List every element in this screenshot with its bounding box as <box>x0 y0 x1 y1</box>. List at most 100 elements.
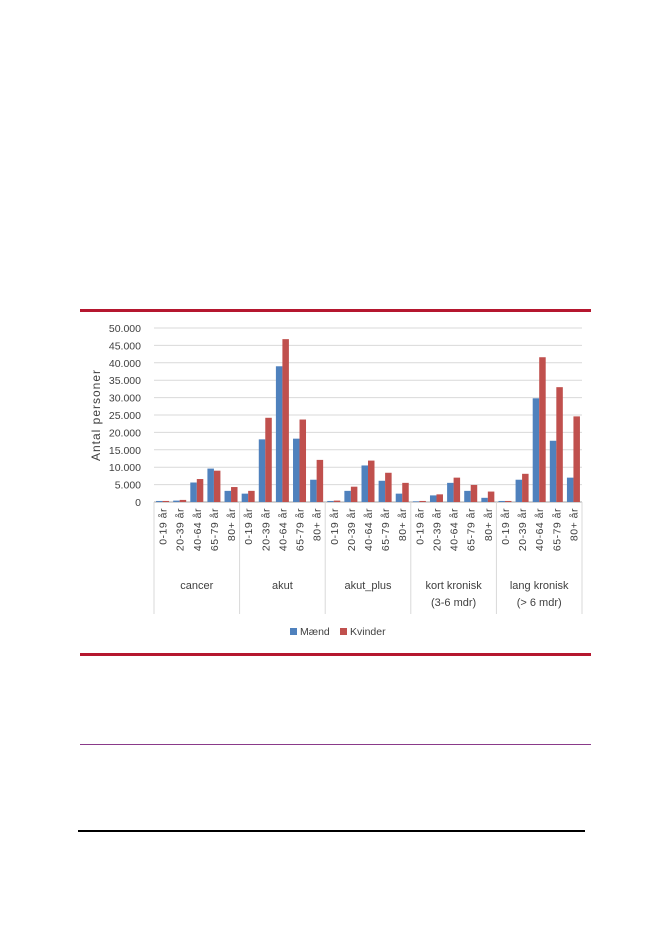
bar-maend <box>566 477 574 502</box>
group-label: cancer <box>180 580 213 592</box>
x-tick-label: 40-64 år <box>534 508 546 551</box>
legend-label: Kvinder <box>350 626 386 638</box>
x-tick-label: 20-39 år <box>175 508 187 551</box>
x-tick-label: 65-79 år <box>551 508 563 551</box>
bar-maend <box>258 439 266 502</box>
x-tick-label: 40-64 år <box>277 508 289 551</box>
bar-kvinder <box>248 490 255 502</box>
bar-maend <box>481 497 488 502</box>
x-tick-label: 0-19 år <box>329 508 341 545</box>
bar-kvinder <box>196 479 204 502</box>
bar-kvinder <box>539 357 546 502</box>
bar-maend <box>173 500 180 502</box>
group-label: (> 6 mdr) <box>517 597 562 609</box>
group-label: akut_plus <box>344 580 392 592</box>
bar-kvinder <box>470 484 478 502</box>
bar-kvinder <box>573 416 580 502</box>
bar-kvinder <box>487 491 495 502</box>
x-tick-label: 20-39 år <box>346 508 358 551</box>
bar-maend <box>327 500 334 502</box>
x-tick-label: 0-19 år <box>243 508 255 545</box>
y-tick-label: 15.000 <box>109 445 141 457</box>
bar-kvinder <box>402 482 409 502</box>
bottom-rule <box>80 653 591 656</box>
bar-kvinder <box>522 473 529 502</box>
footer-rule <box>78 830 585 832</box>
y-tick-label: 40.000 <box>109 358 141 370</box>
bar-kvinder <box>316 459 324 502</box>
bar-kvinder <box>333 500 341 502</box>
bar-kvinder <box>453 477 461 502</box>
bar-maend <box>275 366 283 502</box>
x-tick-label: 0-19 år <box>500 508 512 545</box>
x-tick-label: 80+ år <box>397 508 409 541</box>
y-axis-ticks: 0 5.000 10.000 15.000 20.000 25.000 30.000 35.0… <box>109 323 141 509</box>
x-tick-label: 65-79 år <box>380 508 392 551</box>
bar-kvinder <box>265 417 272 502</box>
y-tick-label: 35.000 <box>109 375 141 387</box>
bar-kvinder <box>350 486 358 502</box>
bar-maend <box>361 465 368 502</box>
bar-maend <box>378 480 386 502</box>
bar-kvinder <box>299 419 307 502</box>
bar-chart: 0 5.000 10.000 15.000 20.000 25.000 30.000 35.0… <box>89 323 583 638</box>
bar-maend <box>498 500 505 502</box>
y-tick-label: 30.000 <box>109 393 141 405</box>
bar-maend <box>549 440 557 502</box>
x-tick-label: 0-19 år <box>414 508 426 545</box>
legend-swatch <box>340 628 347 635</box>
top-rule <box>80 309 591 312</box>
x-tick-label: 20-39 år <box>260 508 272 551</box>
bar-maend <box>532 398 540 502</box>
bar-maend <box>190 482 197 502</box>
bars <box>156 339 580 502</box>
x-tick-label: 65-79 år <box>295 508 307 551</box>
group-label: akut <box>272 580 293 592</box>
x-tick-label: 0-19 år <box>158 508 170 545</box>
x-tick-label: 40-64 år <box>363 508 375 551</box>
bar-maend <box>241 493 249 502</box>
bar-kvinder <box>385 472 392 502</box>
bar-maend <box>429 495 437 502</box>
bar-maend <box>224 490 232 502</box>
bar-kvinder <box>231 487 238 502</box>
bar-maend <box>515 479 523 502</box>
x-tick-label: 20-39 år <box>517 508 529 551</box>
x-tick-label: 80+ år <box>483 508 495 541</box>
bar-kvinder <box>282 339 289 502</box>
y-tick-label: 50.000 <box>109 323 141 335</box>
bar-kvinder <box>419 500 426 502</box>
legend-label: Mænd <box>300 626 330 638</box>
bar-maend <box>464 490 471 502</box>
y-tick-label: 25.000 <box>109 410 141 422</box>
bar-kvinder <box>504 500 512 502</box>
x-axis: 0-19 år 20-39 år 40-64 år 65-79 år 80+ år can… <box>153 502 583 614</box>
x-tick-label: 65-79 år <box>209 508 221 551</box>
y-tick-label: 5.000 <box>115 480 141 492</box>
y-axis-label: Antal personer <box>89 369 103 461</box>
x-tick-label: 80+ år <box>568 508 580 541</box>
y-tick-label: 45.000 <box>109 340 141 352</box>
y-tick-label: 20.000 <box>109 427 141 439</box>
bar-kvinder <box>436 494 443 502</box>
bar-kvinder <box>556 387 563 502</box>
group-label: lang kronisk <box>510 580 569 592</box>
x-tick-label: 40-64 år <box>449 508 461 551</box>
y-tick-label: 10.000 <box>109 462 141 474</box>
x-tick-label: 65-79 år <box>466 508 478 551</box>
y-tick-label: 0 <box>135 497 141 509</box>
thin-rule <box>80 744 591 745</box>
bar-maend <box>447 482 454 502</box>
x-tick-label: 20-39 år <box>431 508 443 551</box>
group-label: (3-6 mdr) <box>431 597 476 609</box>
group-label: kort kronisk <box>425 580 482 592</box>
bar-maend <box>207 468 214 502</box>
bar-maend <box>293 438 300 502</box>
bar-maend <box>156 500 163 502</box>
bar-kvinder <box>368 460 375 502</box>
legend-swatch <box>290 628 297 635</box>
x-tick-label: 40-64 år <box>192 508 204 551</box>
bar-kvinder <box>162 500 170 502</box>
bar-maend <box>412 501 420 502</box>
bar-maend <box>344 490 351 502</box>
